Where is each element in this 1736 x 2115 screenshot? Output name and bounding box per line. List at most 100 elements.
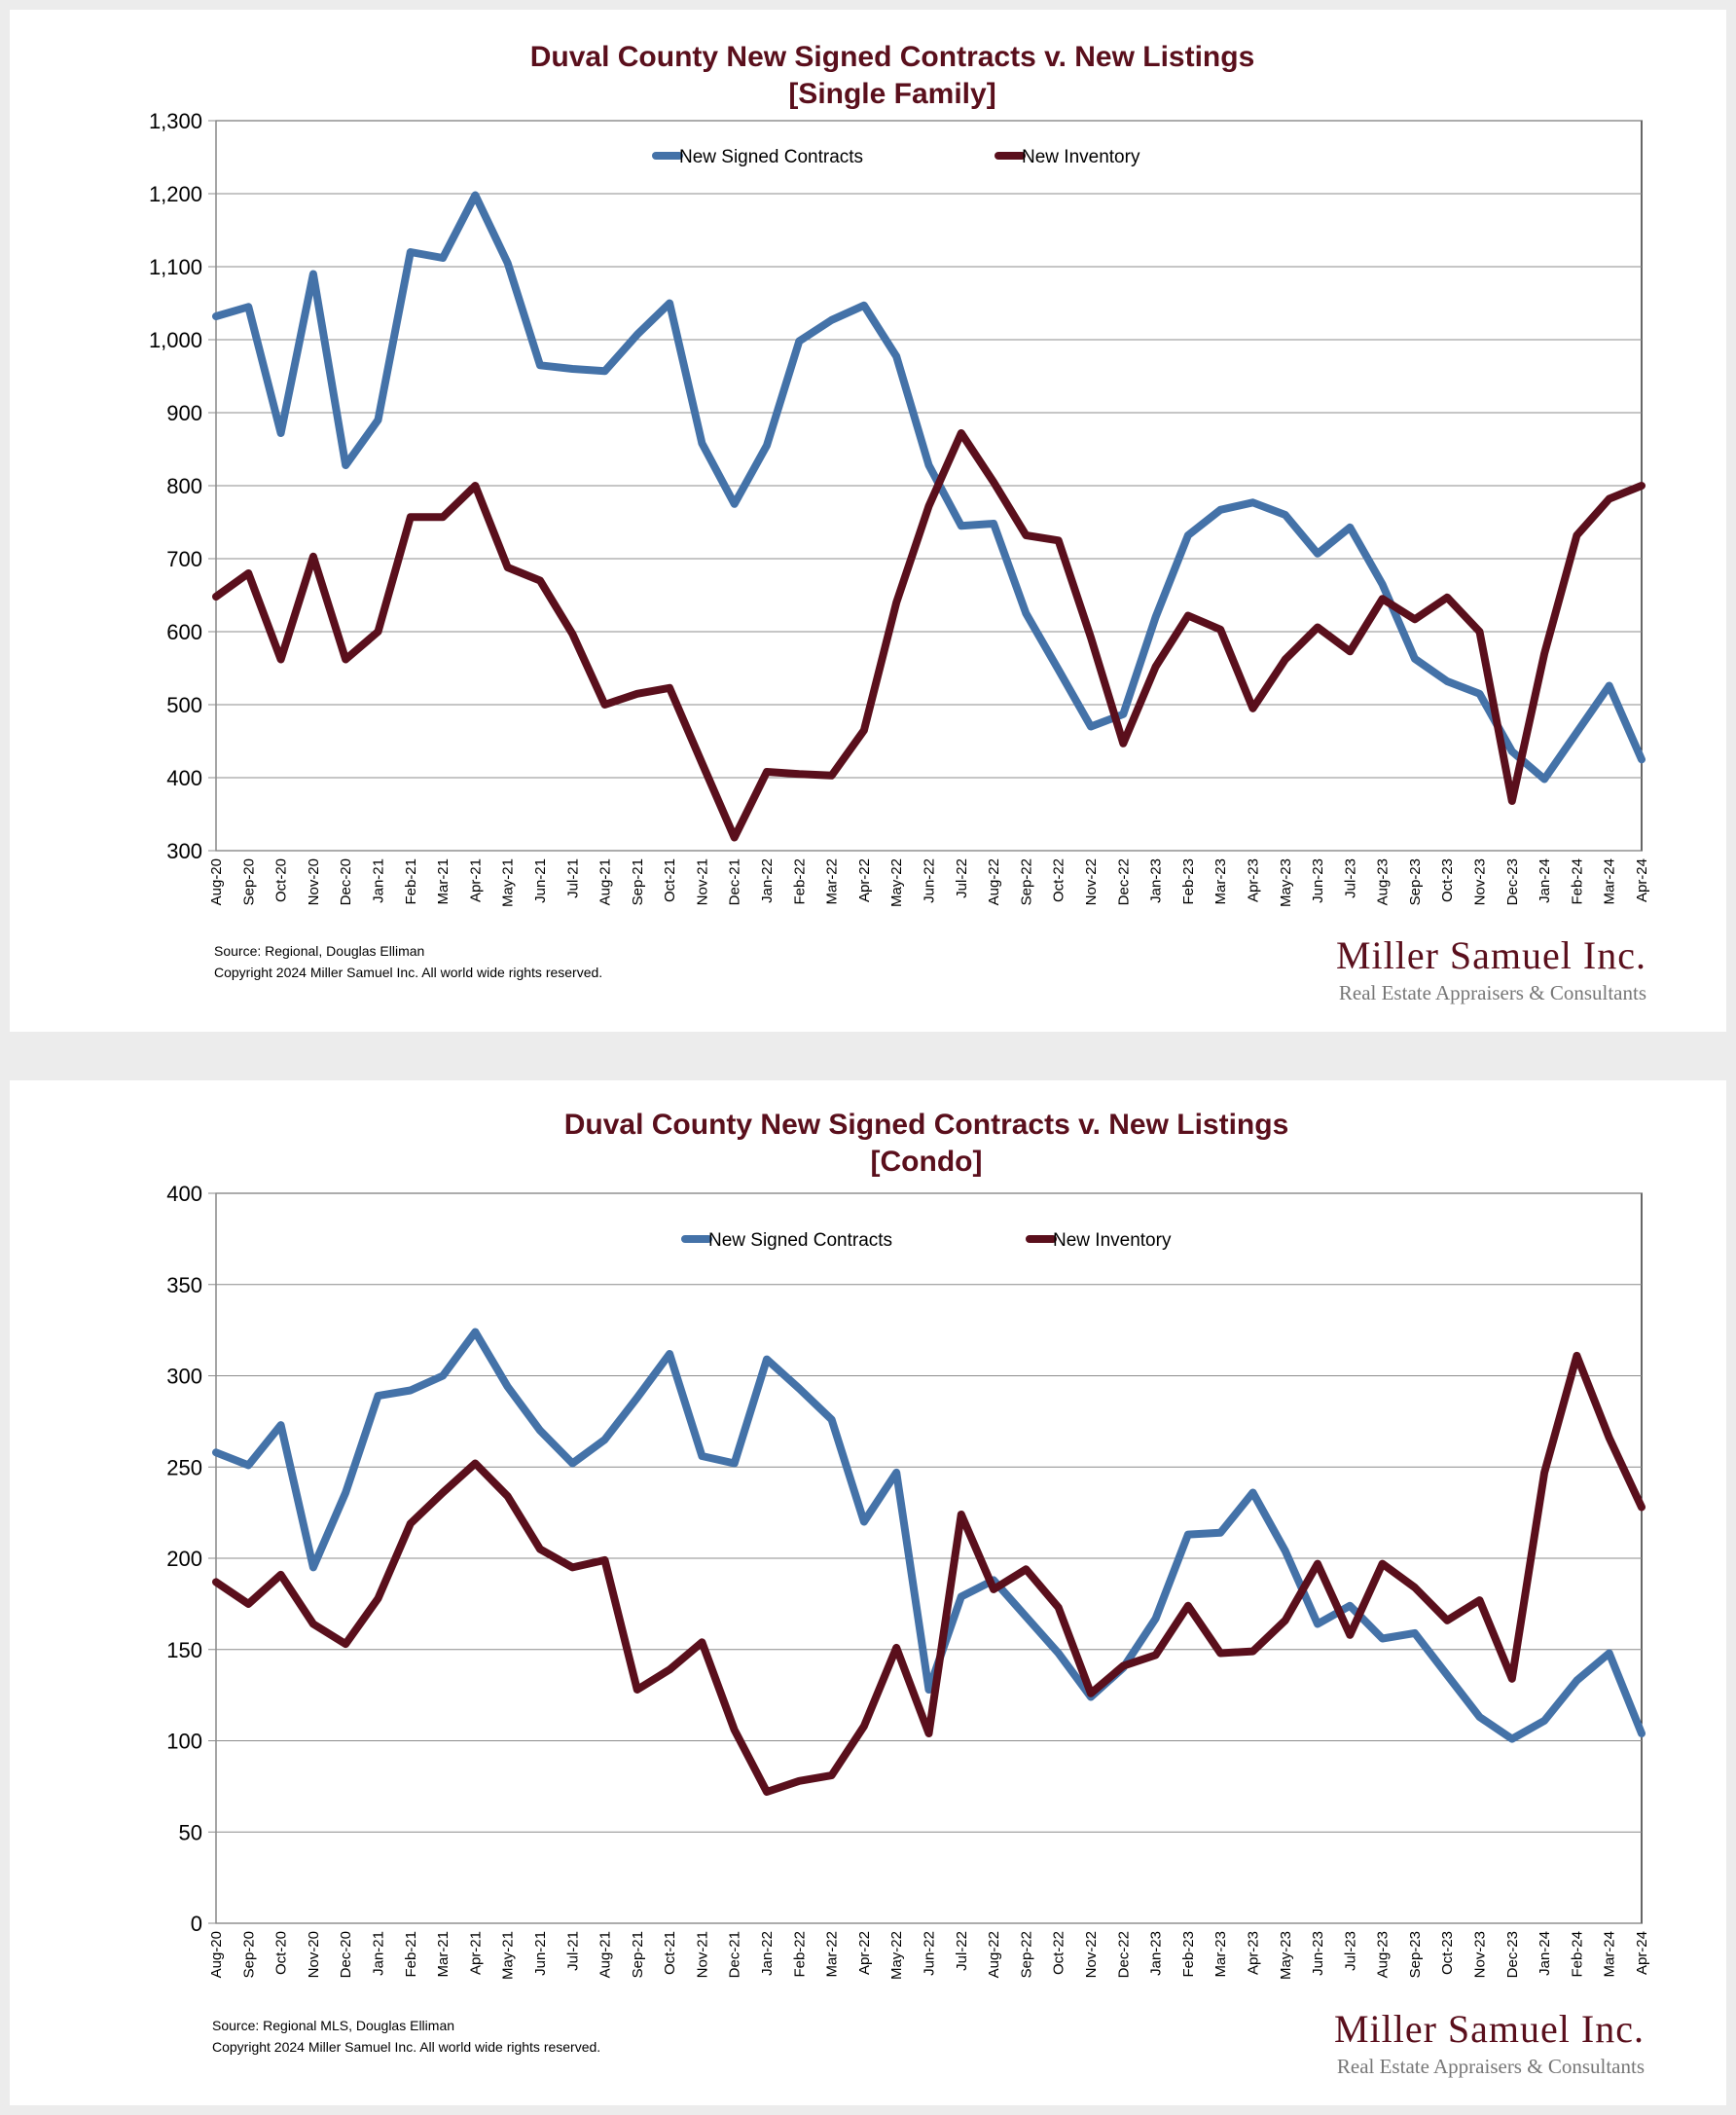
x-tick-label: Aug-22: [986, 858, 1002, 905]
x-tick-label: Jan-21: [370, 1931, 386, 1976]
brand-logo-name: Miller Samuel Inc.: [1336, 933, 1646, 977]
series-line-new-signed-contracts: [212, 1328, 1646, 1743]
y-tick-label: 400: [166, 1182, 202, 1206]
x-tick-label: Feb-21: [403, 1931, 419, 1978]
y-tick-label: 250: [166, 1455, 202, 1479]
copyright-note: Copyright 2024 Miller Samuel Inc. All wo…: [214, 965, 602, 980]
x-tick-label: Feb-21: [403, 858, 419, 905]
x-tick-label: Feb-23: [1180, 858, 1197, 905]
x-tick-label: Aug-20: [208, 1931, 225, 1978]
x-tick-label: Oct-22: [1051, 1931, 1067, 1975]
x-tick-label: Feb-24: [1569, 858, 1585, 905]
x-tick-label: Apr-23: [1245, 858, 1261, 902]
x-tick-label: Jan-22: [759, 858, 776, 903]
legend-label-contracts: New Signed Contracts: [679, 147, 863, 167]
y-tick-label: 1,200: [149, 182, 202, 206]
brand-logo-name: Miller Samuel Inc.: [1334, 2007, 1645, 2051]
y-tick-label: 800: [166, 474, 202, 498]
x-tick-label: Jan-24: [1537, 1931, 1553, 1976]
x-tick-label: May-23: [1278, 1931, 1294, 1980]
y-tick-label: 900: [166, 401, 202, 425]
legend-label-contracts: New Signed Contracts: [708, 1230, 892, 1251]
x-tick-label: Sep-20: [240, 1931, 257, 1978]
x-tick-label: Aug-22: [986, 1931, 1002, 1978]
x-tick-label: Jun-22: [922, 858, 938, 903]
x-tick-label: Jun-21: [532, 1931, 549, 1976]
y-tick-label: 300: [166, 1365, 202, 1389]
x-tick-label: Mar-21: [435, 1931, 452, 1978]
x-tick-label: Jan-22: [759, 1931, 776, 1976]
x-tick-label: Oct-22: [1051, 858, 1067, 902]
x-tick-label: Aug-21: [597, 858, 614, 905]
x-tick-label: Jul-21: [564, 858, 581, 898]
x-tick-label: Oct-21: [662, 858, 678, 902]
x-tick-label: Nov-22: [1083, 858, 1100, 905]
x-tick-label: Jul-22: [954, 858, 970, 898]
x-tick-label: Jul-23: [1342, 1931, 1358, 1971]
chart-panel-condo: Duval County New Signed Contracts v. New…: [10, 1080, 1726, 2105]
x-tick-label: Sep-22: [1018, 1931, 1034, 1978]
x-tick-label: Sep-21: [630, 858, 646, 905]
x-tick-label: Feb-24: [1569, 1931, 1585, 1978]
x-tick-label: Mar-23: [1212, 1931, 1229, 1978]
y-tick-label: 1,100: [149, 255, 202, 279]
x-tick-label: Dec-20: [338, 1931, 354, 1978]
x-tick-label: May-22: [888, 1931, 905, 1980]
x-tick-label: Sep-22: [1018, 858, 1034, 905]
y-tick-label: 100: [166, 1730, 202, 1754]
x-tick-label: Sep-23: [1407, 858, 1424, 905]
x-tick-label: Dec-23: [1504, 1931, 1521, 1978]
x-tick-label: Oct-23: [1439, 1931, 1456, 1975]
chart-panel-single-family: Duval County New Signed Contracts v. New…: [10, 10, 1726, 1032]
x-tick-label: Jul-21: [564, 1931, 581, 1971]
brand-logo-tagline: Real Estate Appraisers & Consultants: [1337, 2055, 1645, 2078]
series-line-new-inventory: [212, 1351, 1646, 1796]
x-tick-label: Nov-20: [306, 1931, 322, 1978]
x-tick-label: Feb-23: [1180, 1931, 1197, 1978]
y-tick-label: 600: [166, 620, 202, 644]
x-tick-label: Nov-22: [1083, 1931, 1100, 1978]
x-tick-label: Feb-22: [791, 1931, 808, 1978]
y-tick-label: 300: [166, 839, 202, 863]
x-tick-label: Jan-24: [1537, 858, 1553, 903]
x-tick-label: Mar-22: [824, 1931, 841, 1978]
x-tick-label: Jul-23: [1342, 858, 1358, 898]
x-tick-label: Oct-20: [273, 858, 290, 902]
x-tick-label: May-23: [1278, 858, 1294, 907]
x-tick-label: May-21: [500, 858, 517, 907]
series-line-new-signed-contracts: [212, 191, 1646, 784]
x-tick-label: Sep-20: [240, 858, 257, 905]
x-tick-label: Aug-20: [208, 858, 225, 905]
chart-subtitle: [Condo]: [871, 1146, 983, 1178]
x-tick-label: Jun-22: [922, 1931, 938, 1976]
series-line-new-inventory: [212, 429, 1646, 842]
x-tick-label: Apr-21: [467, 858, 484, 902]
chart-legend: New Signed Contracts New Inventory: [652, 147, 1140, 167]
y-tick-label: 150: [166, 1638, 202, 1662]
x-tick-label: Jun-21: [532, 858, 549, 903]
x-tick-label: Mar-21: [435, 858, 452, 905]
y-tick-label: 200: [166, 1547, 202, 1571]
source-note: Source: Regional MLS, Douglas Elliman: [212, 2018, 454, 2033]
legend-label-inventory: New Inventory: [1053, 1230, 1172, 1251]
x-tick-label: Nov-20: [306, 858, 322, 905]
x-tick-label: Aug-23: [1375, 1931, 1392, 1978]
x-tick-label: Mar-24: [1602, 1931, 1618, 1978]
chart-legend: New Signed Contracts New Inventory: [681, 1230, 1172, 1251]
x-tick-label: May-21: [500, 1931, 517, 1980]
x-tick-label: Nov-23: [1472, 858, 1489, 905]
x-tick-label: Jan-23: [1148, 1931, 1165, 1976]
x-tick-label: Dec-22: [1115, 858, 1132, 905]
x-tick-label: Jul-22: [954, 1931, 970, 1971]
y-tick-label: 350: [166, 1273, 202, 1297]
x-tick-label: Nov-23: [1472, 1931, 1489, 1978]
x-tick-label: Mar-22: [824, 858, 841, 905]
x-tick-label: Sep-23: [1407, 1931, 1424, 1978]
x-tick-label: Apr-21: [467, 1931, 484, 1975]
x-tick-label: Nov-21: [694, 1931, 710, 1978]
y-tick-label: 50: [179, 1820, 202, 1844]
y-tick-label: 1,000: [149, 328, 202, 352]
copyright-note: Copyright 2024 Miller Samuel Inc. All wo…: [212, 2039, 600, 2055]
x-tick-label: Oct-23: [1439, 858, 1456, 902]
legend-label-inventory: New Inventory: [1022, 147, 1140, 167]
